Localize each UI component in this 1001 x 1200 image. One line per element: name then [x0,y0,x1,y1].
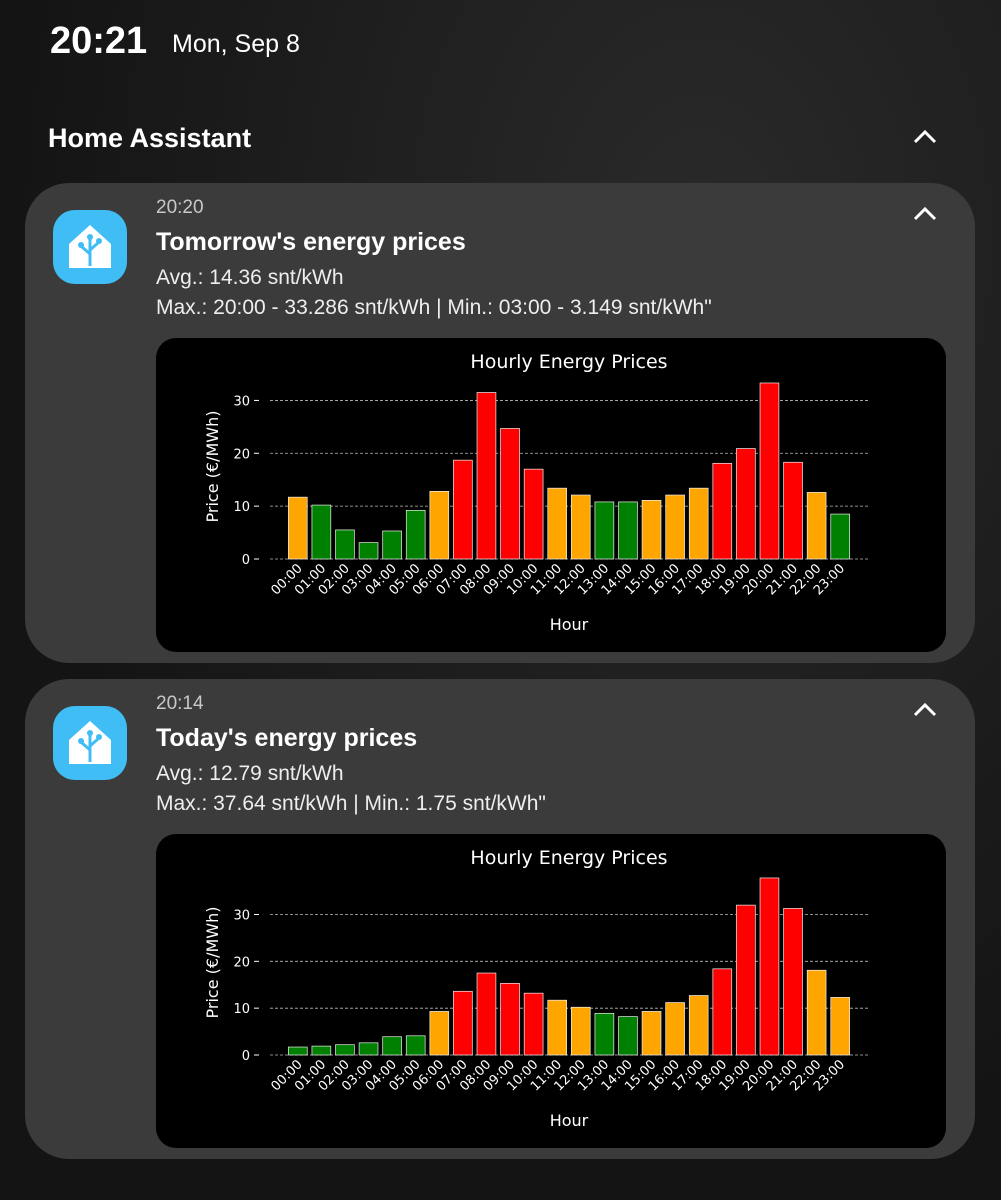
bar [500,428,520,560]
notification-text: Max.: 37.64 snt/kWh | Min.: 1.75 snt/kWh… [156,792,546,815]
x-axis-label: Hour [550,615,589,634]
date: Mon, Sep 8 [172,30,300,58]
chart-image: Hourly Energy Prices Hour Price (€/MWh) 0 10… [156,834,946,1148]
bar [335,529,355,560]
y-tick-label: 0 [242,553,250,568]
bar [523,992,544,1056]
notification-text: Max.: 20:00 - 33.286 snt/kWh | Min.: 03:… [156,296,712,319]
bar [311,504,332,560]
bar [594,501,615,560]
bar [665,1002,685,1056]
clock: 20:21 [50,20,148,62]
bar [712,462,733,560]
chart: Hourly Energy Prices Hour Price (€/MWh) 0 10… [203,351,868,634]
chart-image: Hourly Energy Prices Hour Price (€/MWh) 0 10… [156,338,946,652]
y-tick-label: 20 [233,955,250,970]
notification-title: Today's energy prices [156,724,418,752]
chart-title: Hourly Energy Prices [470,351,667,373]
bar [311,1045,332,1056]
bar [806,492,827,560]
bar [641,499,662,560]
bar [358,542,379,560]
chart: Hourly Energy Prices Hour Price (€/MWh) 0 10… [203,847,868,1130]
notification-text: Avg.: 14.36 snt/kWh [156,266,344,289]
bar [759,382,780,560]
bar [688,487,709,560]
bar [523,468,544,560]
bar [429,1011,450,1056]
app-icon [53,210,127,284]
bar [382,530,402,560]
bar [476,392,497,560]
bar [830,997,850,1056]
bar [453,459,473,560]
group-title: Home Assistant [48,123,252,153]
bar [665,494,685,560]
app-icon [53,706,127,780]
chevron [913,702,937,717]
bar [783,461,803,560]
bar [429,490,450,560]
expand-toggle[interactable] [912,701,938,719]
bar [594,1012,615,1056]
bar [641,1011,662,1056]
collapse-group[interactable] [912,128,938,146]
expand-toggle[interactable] [912,205,938,223]
bar [712,968,733,1056]
chart-title: Hourly Energy Prices [470,847,667,869]
notification-time: 20:14 [156,693,204,714]
bar [288,496,308,560]
bar [759,877,780,1056]
bar [453,990,473,1056]
y-tick-label: 20 [233,447,250,462]
bar [736,448,756,560]
bar [382,1036,402,1056]
y-tick-label: 30 [233,908,250,923]
bar [405,510,426,560]
bar [547,999,567,1056]
bar [783,908,803,1056]
notification-text: Avg.: 12.79 snt/kWh [156,762,344,785]
bar [571,1006,591,1056]
app-icon-glyph [69,721,111,764]
bar [405,1035,426,1056]
x-axis-label: Hour [550,1111,589,1130]
bar [476,972,497,1056]
bar [618,1016,638,1056]
notification-time: 20:20 [156,197,204,218]
bar [618,501,638,560]
y-axis-label: Price (€/MWh) [203,411,222,523]
notification-card[interactable]: 20:20 Tomorrow's energy prices Avg.: 14.36… [25,183,975,663]
y-tick-label: 30 [233,394,250,409]
y-tick-label: 10 [233,1002,250,1017]
chevron [913,206,937,221]
bar [806,969,827,1056]
bar [288,1046,308,1056]
notification-card[interactable]: 20:14 Today's energy prices Avg.: 12.79 sn… [25,679,975,1159]
y-tick-label: 10 [233,500,250,515]
bar [736,904,756,1056]
notification-title: Tomorrow's energy prices [156,228,466,256]
bar [571,494,591,560]
bar [830,513,850,560]
bar [500,982,520,1056]
bar [547,487,567,560]
y-tick-label: 0 [242,1049,250,1064]
bar [688,995,709,1056]
bar [335,1044,355,1056]
y-axis-label: Price (€/MWh) [203,907,222,1019]
bar [358,1042,379,1056]
app-icon-glyph [69,225,111,268]
